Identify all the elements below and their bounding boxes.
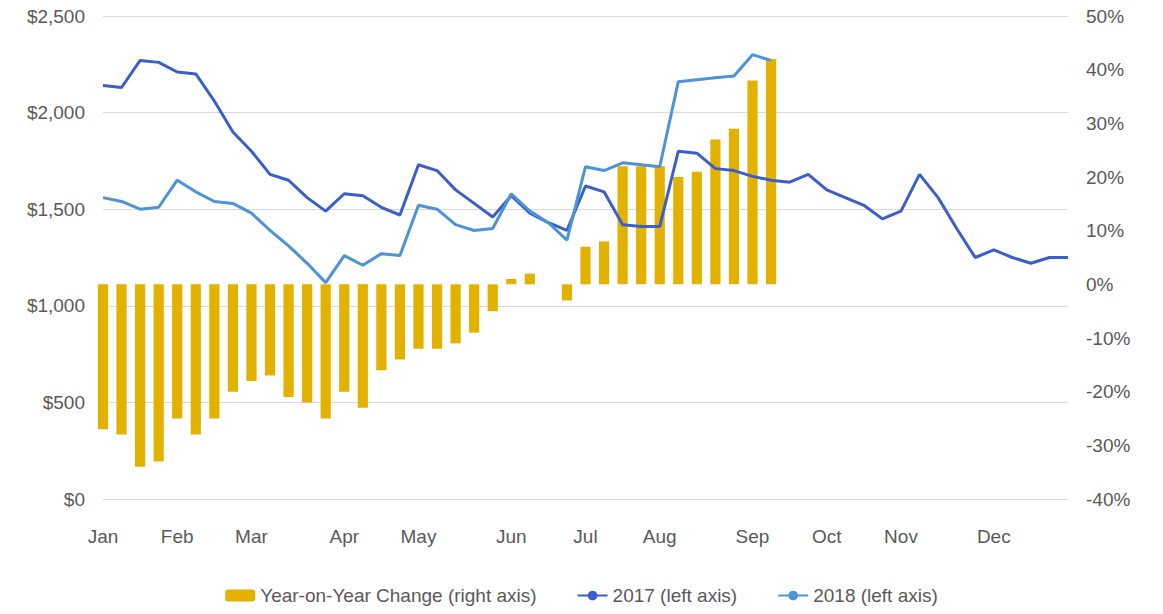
svg-text:-30%: -30% [1086,435,1130,456]
svg-text:Year-on-Year Change (right axi: Year-on-Year Change (right axis) [260,585,536,606]
svg-text:Aug: Aug [643,526,677,547]
svg-text:2018 (left axis): 2018 (left axis) [813,585,938,606]
svg-text:2017 (left axis): 2017 (left axis) [613,585,738,606]
svg-text:Jan: Jan [88,526,119,547]
svg-text:20%: 20% [1086,167,1124,188]
svg-text:$0: $0 [64,489,85,510]
svg-text:$500: $500 [43,392,85,413]
svg-text:Sep: Sep [736,526,770,547]
svg-text:$1,000: $1,000 [27,295,85,316]
svg-text:10%: 10% [1086,220,1124,241]
svg-text:30%: 30% [1086,113,1124,134]
svg-text:40%: 40% [1086,59,1124,80]
svg-text:Mar: Mar [235,526,268,547]
svg-text:0%: 0% [1086,274,1114,295]
svg-text:Feb: Feb [161,526,194,547]
svg-text:-40%: -40% [1086,489,1130,510]
svg-text:-10%: -10% [1086,328,1130,349]
svg-text:$2,000: $2,000 [27,102,85,123]
svg-text:50%: 50% [1086,6,1124,27]
svg-text:Dec: Dec [977,526,1011,547]
svg-text:Nov: Nov [884,526,918,547]
svg-text:-20%: -20% [1086,381,1130,402]
svg-text:$2,500: $2,500 [27,6,85,27]
svg-text:$1,500: $1,500 [27,199,85,220]
svg-text:Apr: Apr [329,526,359,547]
svg-text:Oct: Oct [812,526,842,547]
svg-text:May: May [401,526,437,547]
svg-text:Jun: Jun [496,526,527,547]
svg-text:Jul: Jul [573,526,597,547]
